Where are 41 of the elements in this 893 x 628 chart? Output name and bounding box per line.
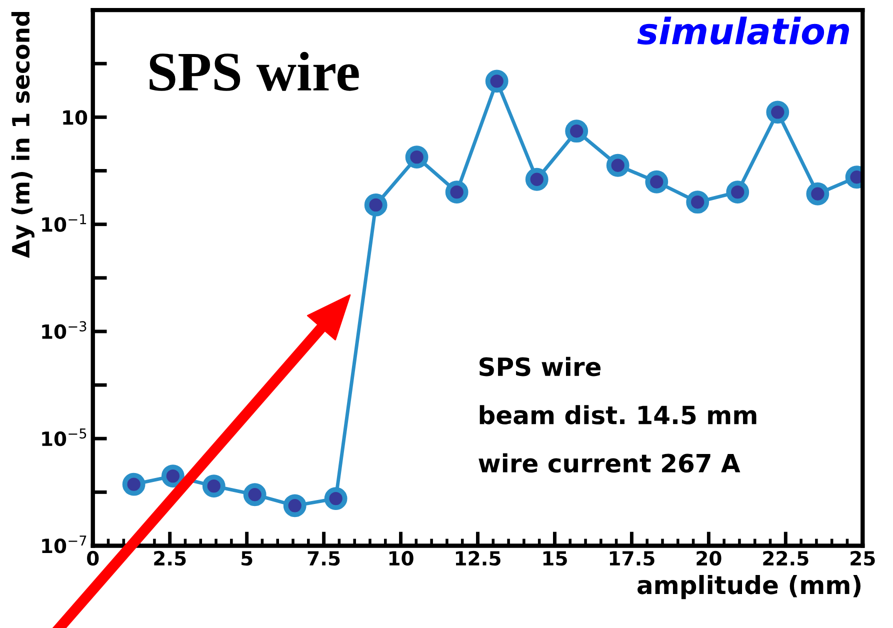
y-axis-title: Δy (m) in 1 second <box>11 12 34 258</box>
point <box>686 190 710 214</box>
x-tick-label: 15 <box>543 551 567 566</box>
point <box>645 170 668 194</box>
point <box>445 180 468 204</box>
x-tick-label: 5 <box>242 551 252 566</box>
point <box>243 483 266 506</box>
text: SPS wire <box>150 52 359 91</box>
point <box>283 494 306 518</box>
x-tick-label: 17.5 <box>610 551 654 566</box>
point <box>122 472 146 496</box>
point <box>324 487 348 510</box>
x-axis-title: amplitude (mm) <box>638 574 860 600</box>
y-tick-label: 10$^{−3}$ <box>42 321 86 339</box>
x-tick-label: 7.5 <box>308 551 340 566</box>
y-tick-label: 10$^{−7}$ <box>42 536 86 554</box>
x-tick-label: 22.5 <box>763 550 808 566</box>
point <box>806 182 830 206</box>
x-tick-label: 25 <box>850 550 875 566</box>
point <box>364 193 388 216</box>
annotation: beam dist. 14.5 mm <box>480 405 756 424</box>
point <box>726 180 750 204</box>
x-tick-label: 2.5 <box>154 550 186 566</box>
y-tick-label: 10$^{−1}$ <box>42 214 86 232</box>
x-tick-label: 12.5 <box>456 550 500 566</box>
y-tick-label: 10$^{−5}$ <box>42 428 86 446</box>
annotation: wire current 267 A <box>478 453 740 473</box>
x-tick-label: 20 <box>696 550 722 566</box>
point <box>161 464 184 488</box>
point <box>766 100 790 124</box>
x-tick-label: 0 <box>87 550 99 566</box>
point <box>525 168 548 191</box>
x-tick-label: 10 <box>389 550 414 566</box>
point <box>565 120 588 143</box>
point <box>485 70 508 93</box>
y-tick-label: 10 <box>63 110 88 125</box>
annotation: SPS wire <box>480 356 601 376</box>
point <box>202 474 226 498</box>
annotation: simulation <box>637 16 849 45</box>
point <box>405 146 428 169</box>
point <box>606 154 630 177</box>
